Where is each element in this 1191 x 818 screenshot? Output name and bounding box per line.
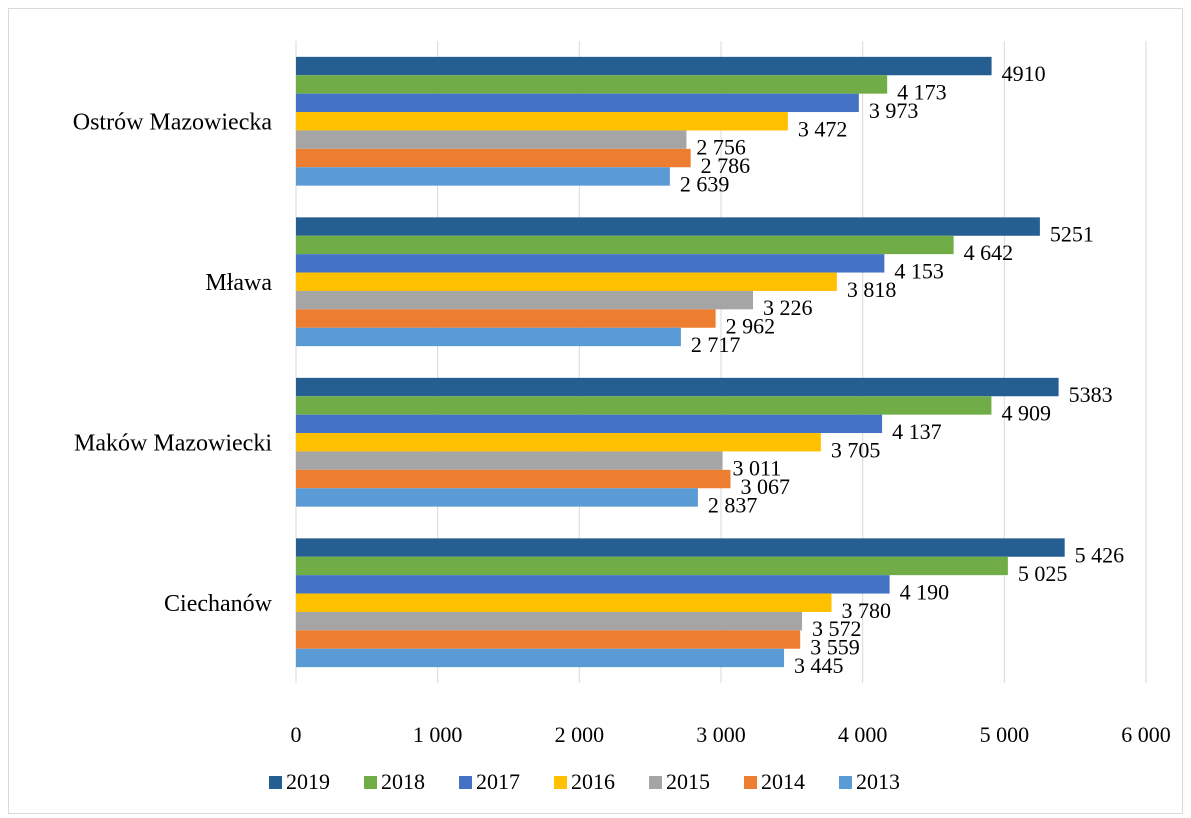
chart-frame: 4910 4 173 3 973 3 472 2 756 2 786 2 639 5251 4 …: [8, 8, 1183, 814]
data-label: 3 705: [831, 437, 881, 462]
data-label: 2 639: [680, 171, 730, 196]
x-tick-labels-layer: 0 1 000 2 000 3 000 4 000 5 000 6 000: [291, 722, 1171, 747]
data-label: 5 426: [1075, 543, 1125, 568]
data-label: 4910: [1002, 61, 1046, 86]
x-tick-label: 3 000: [696, 722, 746, 747]
data-label: 3 559: [810, 635, 860, 660]
data-label: 3 818: [847, 277, 897, 302]
data-label: 5 025: [1018, 561, 1068, 586]
bar: [296, 593, 832, 612]
data-label: 3 973: [869, 98, 919, 123]
x-tick-label: 6 000: [1121, 722, 1171, 747]
data-label: 4 153: [894, 258, 944, 283]
data-label: 4 190: [900, 579, 950, 604]
bar: [296, 309, 716, 328]
category-label: Ciechanów: [164, 591, 273, 617]
bar: [296, 93, 859, 113]
data-label: 4 642: [964, 240, 1014, 265]
bar: [296, 538, 1065, 557]
legend-swatch: [269, 776, 282, 789]
bar: [296, 575, 890, 594]
legend-label: 2013: [856, 769, 900, 794]
legend-label: 2018: [381, 769, 425, 794]
bar: [296, 648, 785, 668]
legend-label: 2019: [286, 769, 330, 794]
x-tick-label: 5 000: [980, 722, 1030, 747]
legend-swatch: [364, 776, 377, 789]
category-label: Mława: [205, 270, 272, 296]
bar: [296, 167, 670, 186]
data-label: 3 011: [733, 456, 782, 481]
bar: [296, 396, 992, 415]
bar: [296, 272, 837, 291]
data-label: 4 909: [1001, 400, 1051, 425]
bar: [296, 130, 687, 149]
x-tick-label: 1 000: [413, 722, 463, 747]
bar: [296, 414, 883, 434]
data-label: 4 173: [897, 79, 947, 104]
bar: [296, 56, 992, 76]
bar: [296, 327, 681, 347]
bar: [296, 469, 731, 489]
data-label: 3 572: [812, 616, 862, 641]
data-label: 2 756: [696, 135, 746, 160]
category-label: Ostrów Mazowiecka: [73, 109, 273, 135]
data-label: 2 717: [691, 332, 741, 357]
data-label: 2 962: [726, 314, 776, 339]
data-label: 3 226: [763, 295, 813, 320]
bar: [296, 75, 888, 94]
legend-swatch: [554, 776, 567, 789]
data-label: 3 472: [798, 116, 848, 141]
bar: [296, 611, 803, 631]
legend-label: 2017: [476, 769, 520, 794]
legend-label: 2016: [571, 769, 615, 794]
category-label: Maków Mazowiecki: [74, 430, 272, 456]
data-label: 5383: [1069, 382, 1113, 407]
legend-label: 2015: [666, 769, 710, 794]
bar: [296, 451, 723, 470]
x-tick-label: 4 000: [838, 722, 888, 747]
legend-label: 2014: [761, 769, 805, 794]
category-labels-layer: Ostrów Mazowiecka Mława Maków Mazowiecki Ci…: [73, 109, 273, 617]
data-label: 3 445: [794, 653, 844, 678]
bar: [296, 290, 754, 310]
bar: [296, 556, 1008, 576]
legend-swatch: [839, 776, 852, 789]
x-tick-label: 0: [291, 722, 302, 747]
data-label: 4 137: [892, 419, 942, 444]
data-label: 2 786: [701, 153, 751, 178]
data-label: 2 837: [708, 492, 758, 517]
bar: [296, 235, 954, 255]
bar: [296, 630, 801, 649]
bar: [296, 217, 1040, 236]
x-tick-label: 2 000: [555, 722, 605, 747]
bar: [296, 148, 691, 168]
bar: [296, 254, 885, 273]
bar: [296, 433, 821, 452]
data-label: 3 780: [842, 598, 892, 623]
legend-swatch: [744, 776, 757, 789]
legend: 2019 2018 2017 2016 2015 2014 2013: [269, 769, 900, 794]
bar: [296, 112, 788, 131]
data-label: 5251: [1050, 222, 1094, 247]
bars-layer: [296, 56, 1065, 668]
legend-swatch: [649, 776, 662, 789]
bar: [296, 488, 698, 507]
data-label: 3 067: [740, 474, 790, 499]
legend-swatch: [459, 776, 472, 789]
bar: [296, 377, 1059, 397]
